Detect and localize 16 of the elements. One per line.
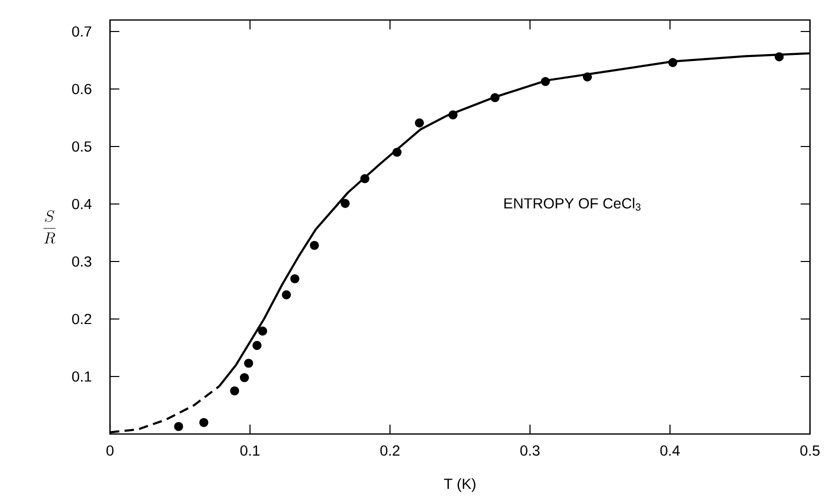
x-axis-title: T (K): [444, 478, 476, 492]
x-tick-label: 0.1: [240, 445, 260, 456]
y-tick-label: 0.3: [72, 256, 92, 267]
y-tick-label: 0.2: [72, 314, 92, 324]
y-tick-label: 0.6: [72, 84, 92, 94]
y-tick-label: 0.7: [72, 26, 92, 37]
y-tick-label: 0.4: [72, 198, 92, 210]
x-tick-label: 0.5: [800, 445, 820, 456]
y-tick-label: 0.1: [72, 371, 92, 382]
annotation: ENTROPY OF CeCl$_{3}$: [504, 198, 640, 211]
x-tick-label: 0.2: [380, 445, 400, 456]
y-axis-title: $\frac{S}{R}$: [43, 210, 56, 244]
x-tick-label: 0.3: [520, 445, 540, 456]
x-tick-label: 0.4: [660, 445, 680, 456]
x-tick-label: 0: [106, 445, 114, 456]
y-tick-label: 0.5: [72, 141, 92, 152]
